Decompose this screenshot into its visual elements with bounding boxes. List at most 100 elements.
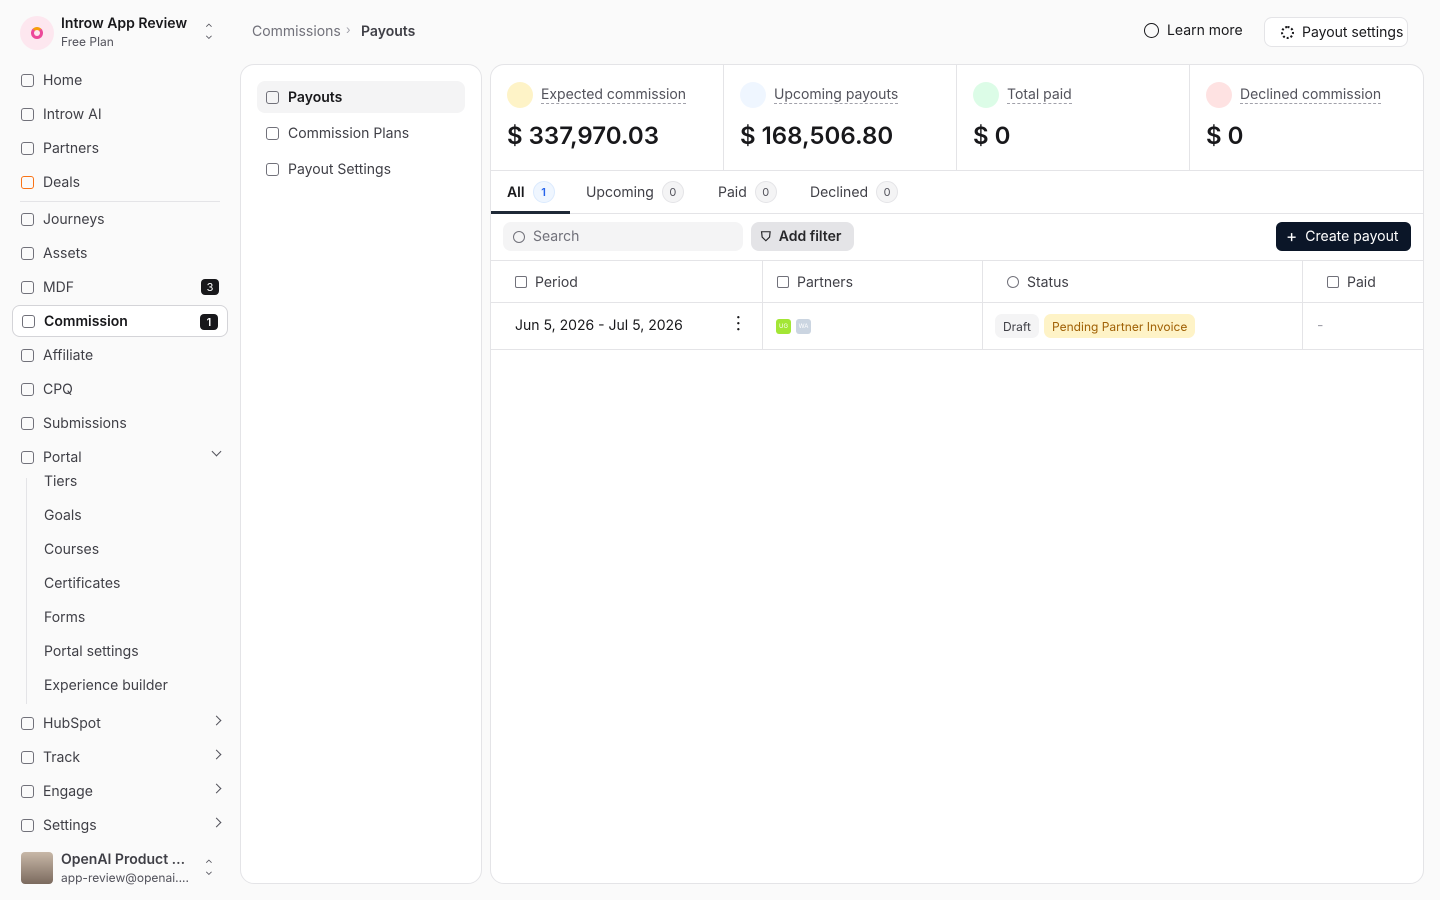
user-switch[interactable]: ⌃ ⌄ [205,858,213,878]
nav-item[interactable]: Assets [12,237,228,269]
workspace-switch[interactable]: ⌃ ⌄ [205,22,213,42]
tab[interactable]: Upcoming 0 [586,171,684,213]
nav-item[interactable]: Partners [12,132,228,164]
tab-label: Upcoming [586,183,654,201]
paid: - [1317,317,1324,334]
stat-label[interactable]: Declined commission [1240,86,1382,104]
nav-item[interactable]: MDF 3 [12,271,228,303]
workspace-name[interactable]: Introw App Review [61,15,188,32]
tab[interactable]: Paid 0 [718,171,777,213]
nav-item[interactable]: Affiliate [12,339,228,371]
column-icon [1007,276,1019,288]
nav-item[interactable]: Portal [12,441,228,473]
nav-label: Home [43,71,83,89]
nav-icon [21,212,34,226]
subnav-label: Payout Settings [288,160,391,178]
stat-label[interactable]: Expected commission [541,86,687,104]
add-filter[interactable]: ⛉ Add filter [751,222,854,251]
subnav-item[interactable]: Payouts [257,81,465,113]
nav-label: Track [43,748,81,766]
nav-item[interactable]: Journeys [12,203,228,235]
nav-icon [21,716,34,730]
table-row[interactable]: Jun 5, 2026 - Jul 5, 2026 · · · UG WA Draft Pen… [491,303,1423,350]
subnav-item[interactable]: Commission Plans [257,117,465,149]
user-name[interactable]: OpenAI Product ... [61,851,186,868]
tab[interactable]: Declined 0 [810,171,899,213]
search-box[interactable]: Search [503,222,743,251]
nav-icon [21,141,34,155]
icon: + [1286,226,1298,247]
nav-subitem[interactable]: Goals [44,507,82,524]
tab-label: Declined [810,183,869,201]
stat-card: Expected commission $ 337,970.03 [491,65,724,170]
nav-icon [21,73,34,87]
main-panel: Expected commission $ 337,970.03 Upcoming … [490,64,1424,884]
nav-subitem[interactable]: Courses [44,541,100,558]
tab-count: 0 [754,181,777,203]
tab[interactable]: All 1 [507,171,555,213]
create-payout[interactable]: + Create payout [1276,222,1411,251]
label: Create payout [1305,228,1399,245]
nav-item[interactable]: CPQ [12,373,228,405]
nav-item[interactable]: Introw AI [12,98,228,130]
column-icon [777,276,789,288]
nav-icon [21,784,34,798]
nav-label: Deals [43,173,81,191]
nav-chevron [211,749,222,760]
stat-label[interactable]: Total paid [1007,86,1072,104]
nav-icon [21,348,34,362]
nav-icon [21,450,34,464]
payout-settings-button[interactable]: Payout settings [1264,17,1408,47]
stat-card: Declined commission $ 0 [1190,65,1423,170]
nav-icon [21,416,34,430]
nav-icon [21,280,34,294]
row-menu[interactable]: · · · [736,309,741,338]
breadcrumb-parent[interactable]: Commissions [252,23,341,40]
nav-badge: 3 [201,279,219,295]
stat-value: $ 168,506.80 [740,121,894,150]
nav-icon [21,750,34,764]
nav-subitem[interactable]: Tiers [44,473,78,490]
nav-subitem[interactable]: Portal settings [44,643,139,660]
column-label: Partners [797,273,853,291]
stat-icon [1206,82,1232,108]
nav-item[interactable]: HubSpot [12,707,228,739]
cell-border [762,303,763,349]
nav-label: Engage [43,782,93,800]
nav-item[interactable]: Settings [12,809,228,841]
column-header[interactable]: Status [983,261,1303,303]
nav-label: HubSpot [43,714,101,732]
stat-icon [507,82,533,108]
learn-more[interactable]: Learn more [1144,22,1243,39]
stat-label[interactable]: Upcoming payouts [774,86,899,104]
nav-item[interactable]: Deals [12,166,228,198]
workspace-plan: Free Plan [61,34,114,49]
nav-item[interactable]: Home [12,64,228,96]
column-header[interactable]: Period [491,261,763,303]
column-header[interactable]: Paid [1303,261,1423,303]
tab-underline [491,211,570,214]
status-chip: Pending Partner Invoice [1044,314,1196,338]
nav-subitem[interactable]: Forms [44,609,86,626]
column-header[interactable]: Partners [763,261,983,303]
cell-border [1302,303,1303,349]
nav-chevron [211,715,222,726]
subnav-label: Commission Plans [288,124,410,142]
subnav-icon [266,126,279,140]
nav-item[interactable]: Commission 1 [12,305,228,337]
subnav-item[interactable]: Payout Settings [257,153,465,185]
nav-subitem[interactable]: Certificates [44,575,121,592]
nav-item[interactable]: Track [12,741,228,773]
column-icon [515,276,527,288]
nav-item[interactable]: Engage [12,775,228,807]
nav-subitem[interactable]: Experience builder [44,677,168,694]
nav-icon [22,314,35,328]
nav-item[interactable]: Submissions [12,407,228,439]
stat-value: $ 0 [1206,121,1244,150]
logo-mark [31,27,43,39]
stat-card: Total paid $ 0 [957,65,1190,170]
nav-separator [20,201,220,202]
tab-count: 0 [661,181,684,203]
